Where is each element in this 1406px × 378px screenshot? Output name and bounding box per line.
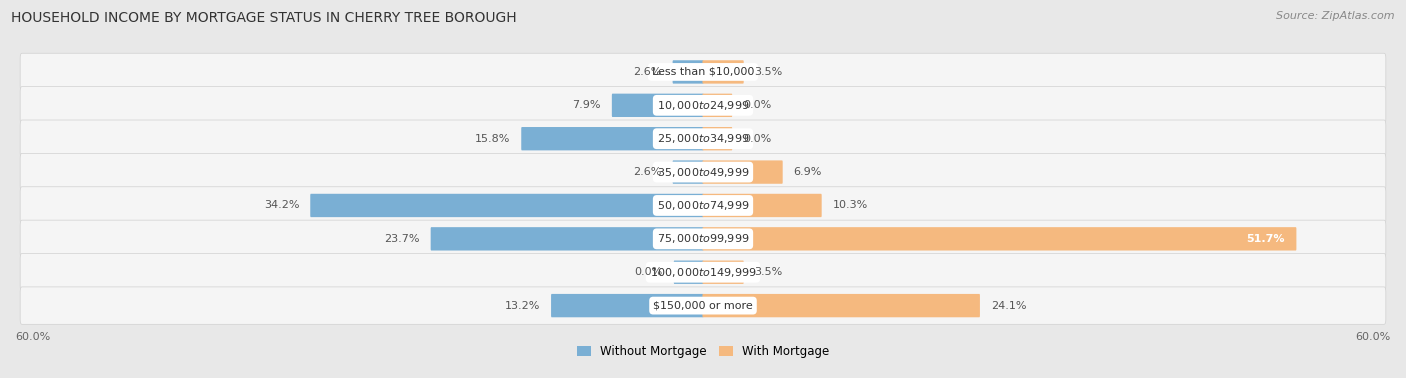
Text: Less than $10,000: Less than $10,000 bbox=[652, 67, 754, 77]
FancyBboxPatch shape bbox=[703, 94, 733, 117]
Text: $50,000 to $74,999: $50,000 to $74,999 bbox=[657, 199, 749, 212]
FancyBboxPatch shape bbox=[703, 194, 821, 217]
FancyBboxPatch shape bbox=[703, 127, 733, 150]
Text: 0.0%: 0.0% bbox=[744, 134, 772, 144]
FancyBboxPatch shape bbox=[20, 187, 1386, 224]
FancyBboxPatch shape bbox=[20, 220, 1386, 257]
Text: $75,000 to $99,999: $75,000 to $99,999 bbox=[657, 232, 749, 245]
FancyBboxPatch shape bbox=[673, 260, 703, 284]
Text: 34.2%: 34.2% bbox=[264, 200, 299, 211]
FancyBboxPatch shape bbox=[703, 294, 980, 317]
Text: 3.5%: 3.5% bbox=[755, 67, 783, 77]
FancyBboxPatch shape bbox=[672, 160, 703, 184]
Text: HOUSEHOLD INCOME BY MORTGAGE STATUS IN CHERRY TREE BOROUGH: HOUSEHOLD INCOME BY MORTGAGE STATUS IN C… bbox=[11, 11, 517, 25]
FancyBboxPatch shape bbox=[20, 53, 1386, 91]
Text: 3.5%: 3.5% bbox=[755, 267, 783, 277]
Text: 60.0%: 60.0% bbox=[15, 332, 51, 342]
Text: $100,000 to $149,999: $100,000 to $149,999 bbox=[650, 266, 756, 279]
Text: Source: ZipAtlas.com: Source: ZipAtlas.com bbox=[1277, 11, 1395, 21]
FancyBboxPatch shape bbox=[20, 153, 1386, 191]
Text: $10,000 to $24,999: $10,000 to $24,999 bbox=[657, 99, 749, 112]
FancyBboxPatch shape bbox=[20, 87, 1386, 124]
Text: 15.8%: 15.8% bbox=[475, 134, 510, 144]
FancyBboxPatch shape bbox=[20, 254, 1386, 291]
Text: 51.7%: 51.7% bbox=[1246, 234, 1284, 244]
Text: 2.6%: 2.6% bbox=[633, 167, 662, 177]
FancyBboxPatch shape bbox=[703, 260, 744, 284]
FancyBboxPatch shape bbox=[551, 294, 703, 317]
Text: 0.0%: 0.0% bbox=[744, 100, 772, 110]
Legend: Without Mortgage, With Mortgage: Without Mortgage, With Mortgage bbox=[572, 340, 834, 363]
FancyBboxPatch shape bbox=[703, 227, 1296, 251]
FancyBboxPatch shape bbox=[430, 227, 703, 251]
Text: $150,000 or more: $150,000 or more bbox=[654, 301, 752, 311]
FancyBboxPatch shape bbox=[522, 127, 703, 150]
FancyBboxPatch shape bbox=[311, 194, 703, 217]
FancyBboxPatch shape bbox=[20, 287, 1386, 324]
FancyBboxPatch shape bbox=[612, 94, 703, 117]
FancyBboxPatch shape bbox=[20, 120, 1386, 157]
Text: 7.9%: 7.9% bbox=[572, 100, 600, 110]
FancyBboxPatch shape bbox=[672, 60, 703, 84]
Text: 13.2%: 13.2% bbox=[505, 301, 540, 311]
Text: $25,000 to $34,999: $25,000 to $34,999 bbox=[657, 132, 749, 145]
Text: 2.6%: 2.6% bbox=[633, 67, 662, 77]
Text: 0.0%: 0.0% bbox=[634, 267, 662, 277]
Text: $35,000 to $49,999: $35,000 to $49,999 bbox=[657, 166, 749, 178]
FancyBboxPatch shape bbox=[703, 160, 783, 184]
Text: 6.9%: 6.9% bbox=[793, 167, 823, 177]
Text: 10.3%: 10.3% bbox=[832, 200, 868, 211]
Text: 23.7%: 23.7% bbox=[384, 234, 420, 244]
FancyBboxPatch shape bbox=[703, 60, 744, 84]
Text: 24.1%: 24.1% bbox=[991, 301, 1026, 311]
Text: 60.0%: 60.0% bbox=[1355, 332, 1391, 342]
